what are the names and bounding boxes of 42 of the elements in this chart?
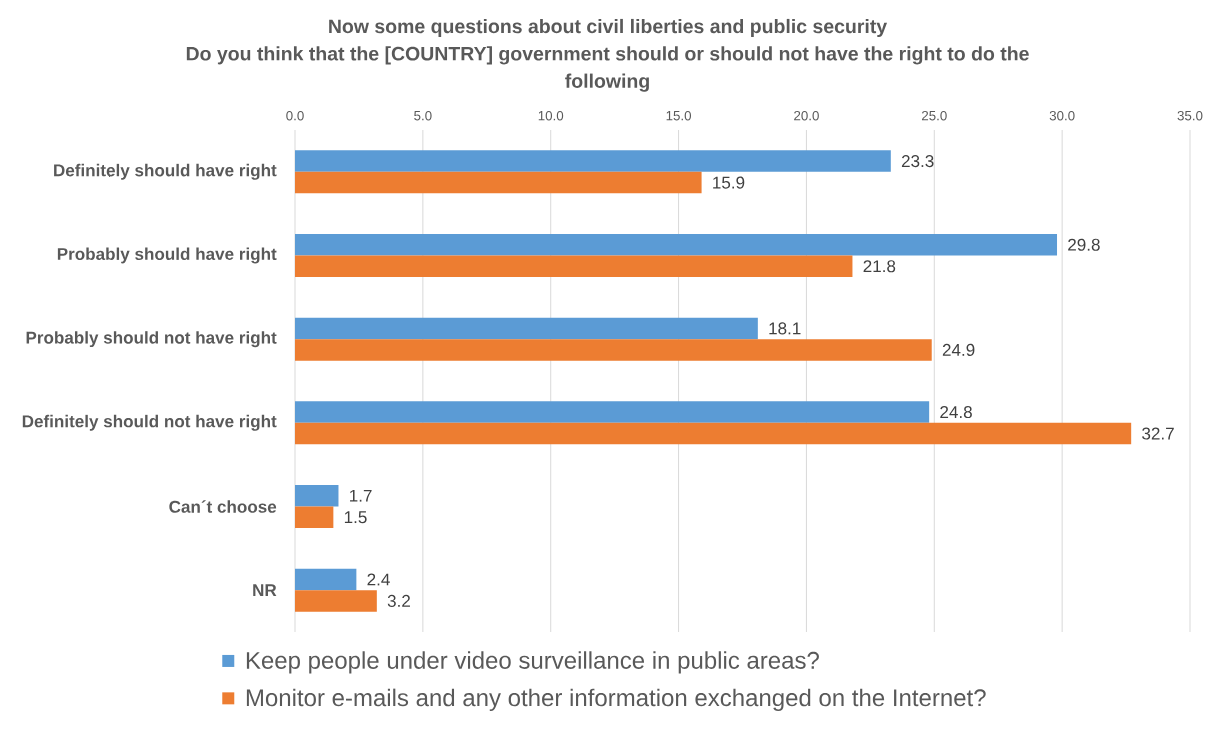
data-label: 32.7 [1142,427,1174,440]
legend-label: Keep people under video surveillance in public areas? [246,651,819,674]
data-label: 2.4 [367,573,390,586]
x-tick-label: 25.0 [921,110,947,121]
legend-label: Monitor e-mails and any other information exchanged on the Internet? [246,688,986,712]
data-label: 1.7 [350,489,372,502]
data-label: 24.9 [942,343,975,356]
bar [295,590,377,612]
y-tick-label: Probably should not have right [26,331,277,348]
data-label: 15.9 [713,176,745,189]
bar [295,339,932,361]
x-tick-label: 15.0 [666,110,692,121]
bar [295,568,357,591]
y-tick-label: Definitely should not have right [22,414,277,431]
bar [295,422,1132,445]
bar [295,171,702,194]
data-label: 23.3 [901,155,934,168]
bar [295,234,1058,256]
bar [295,150,891,172]
chart-title: Now some questions about civil liberties and public security [329,18,888,38]
data-label: 24.8 [940,406,972,419]
x-tick-label: 20.0 [794,110,819,121]
data-label: 21.8 [863,260,896,273]
y-tick-label: NR [253,584,277,597]
chart-subtitle: Do you think that the [COUNTRY] government should or should not have the right to do the following [186,46,1029,92]
y-tick-label: Probably should have right [57,247,277,264]
x-tick-label: 10.0 [538,110,564,121]
bar [295,317,758,340]
x-tick-label: 30.0 [1049,110,1075,121]
data-label: 18.1 [769,322,801,335]
y-tick-label: Definitely should have right [54,163,277,180]
x-tick-label: 5.0 [414,110,432,121]
data-label: 1.5 [344,511,367,524]
bar [295,401,930,423]
data-label: 3.2 [387,594,410,607]
bar [295,484,339,507]
bar [295,506,334,528]
data-label: 29.8 [1068,238,1100,251]
bar [295,255,853,277]
x-tick-label: 35.0 [1177,110,1203,121]
x-tick-label: 0.0 [286,110,304,121]
y-tick-label: Can´t choose [169,500,277,513]
